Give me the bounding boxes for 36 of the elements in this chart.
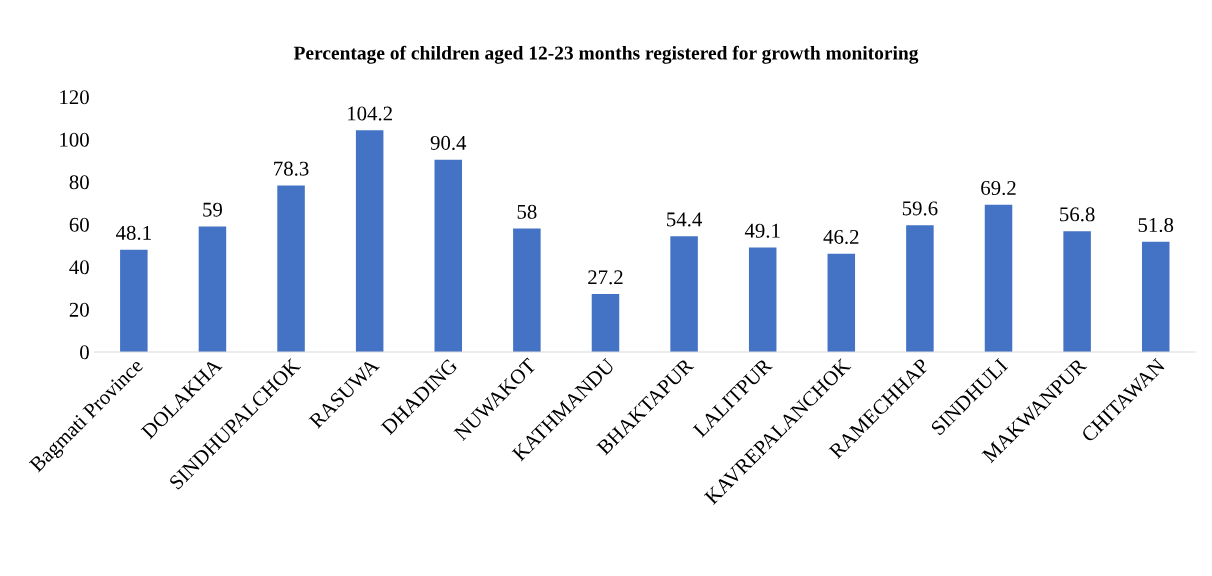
y-tick-label: 40 [69, 260, 89, 275]
bar [984, 204, 1013, 352]
bar [198, 226, 227, 352]
y-tick-label: 100 [60, 132, 89, 147]
data-label: 27.2 [588, 270, 623, 285]
bar [1063, 231, 1091, 352]
data-label: 58 [517, 204, 537, 219]
data-label: 69.2 [981, 181, 1016, 196]
bar [355, 130, 384, 352]
data-label: 54.4 [667, 212, 702, 227]
y-tick-label: 80 [69, 175, 89, 190]
data-label: 78.3 [274, 161, 309, 176]
y-tick-label: 0 [80, 345, 89, 360]
bar [434, 159, 463, 352]
y-tick-label: 120 [60, 90, 89, 105]
bar [591, 294, 620, 352]
data-label: 51.8 [1138, 217, 1174, 233]
data-label: 48.1 [116, 225, 151, 240]
bar [120, 249, 148, 352]
data-label: 90.4 [430, 135, 467, 151]
data-label: 56.8 [1060, 207, 1095, 222]
bar [513, 228, 541, 352]
data-label: 59 [203, 202, 223, 217]
bar [827, 253, 856, 352]
y-tick-label: 60 [69, 217, 89, 232]
data-label: 49.1 [744, 223, 780, 238]
bar [748, 247, 777, 352]
chart-title: Percentage of children aged 12-23 months registered for growth monitoring [293, 45, 919, 64]
bar [670, 236, 698, 352]
data-label: 104.2 [348, 106, 392, 121]
data-label: 46.2 [823, 229, 859, 244]
bar [1141, 241, 1170, 352]
bar [277, 185, 305, 352]
bar [906, 225, 934, 352]
y-tick-label: 20 [69, 302, 89, 317]
data-label: 59.6 [902, 201, 938, 216]
